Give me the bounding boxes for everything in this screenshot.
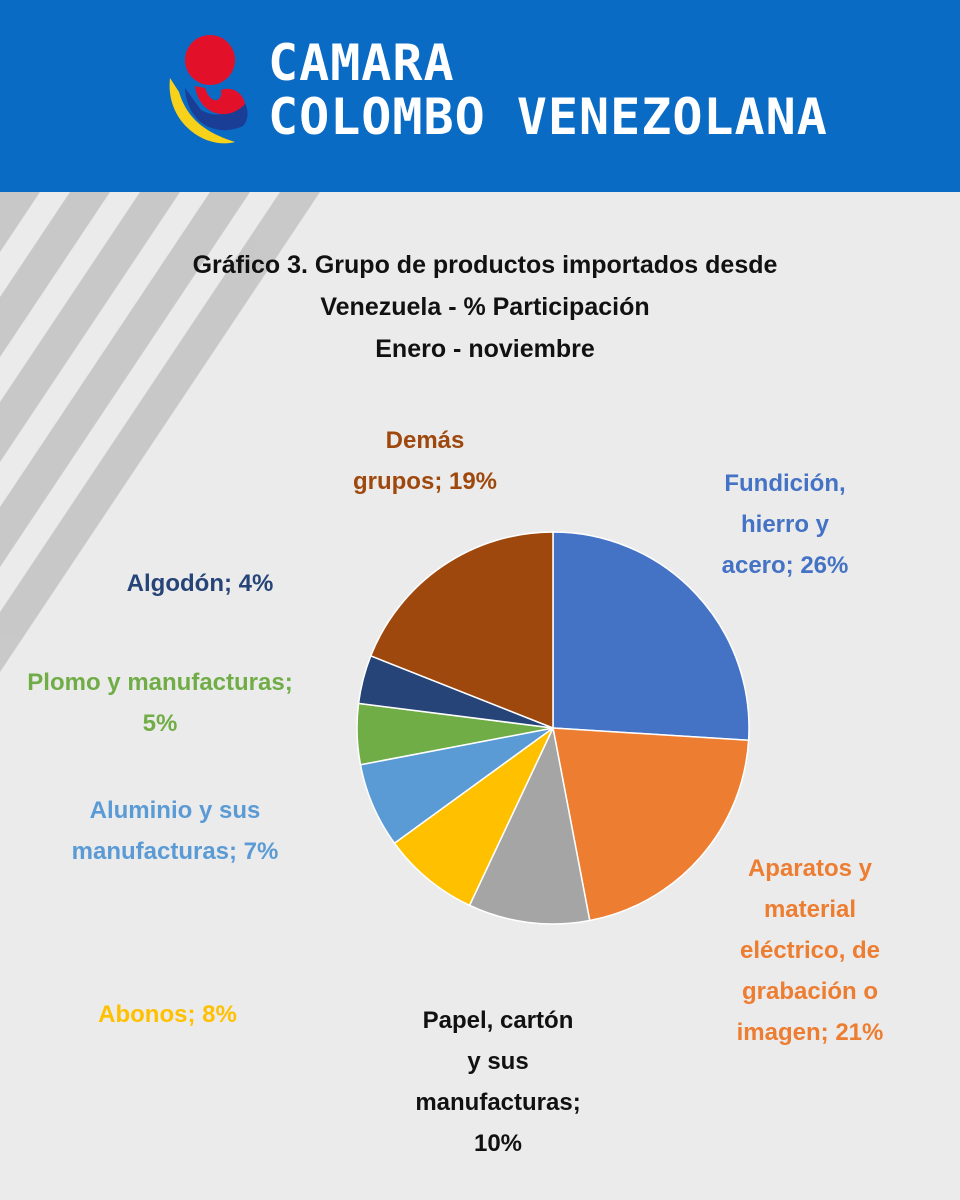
chamber-logo-icon xyxy=(169,35,248,144)
data-label-line: grupos; 19% xyxy=(352,468,498,495)
data-label-line: Aparatos y xyxy=(747,855,873,882)
data-label-line: grabación o xyxy=(741,978,879,1005)
data-label-line: Algodón; 4% xyxy=(126,570,274,597)
label-abonos: Abonos; 8% xyxy=(60,994,275,1035)
data-label-line: Papel, cartón xyxy=(422,1007,574,1034)
pie-slice-2 xyxy=(468,725,591,925)
brand-header: CAMARA COLOMBO VENEZOLANA xyxy=(0,0,960,192)
pie-slice-3 xyxy=(393,727,554,907)
data-label-line: Aluminio y sus xyxy=(89,797,261,824)
data-label-line: eléctrico, de xyxy=(739,937,881,964)
data-label-line: Abonos; 8% xyxy=(98,1001,237,1028)
chart-title-line-1: Gráfico 3. Grupo de productos importados… xyxy=(192,251,778,279)
label-aparatos: Aparatos y material eléctrico, de grabación… xyxy=(700,848,920,1053)
data-label-line: Fundición, xyxy=(724,470,846,497)
background-stripes xyxy=(0,192,320,672)
data-label-line: hierro y xyxy=(740,511,830,538)
data-label-line: 10% xyxy=(473,1130,523,1157)
pie-slice-0 xyxy=(552,531,750,742)
pie-slice-1 xyxy=(552,727,750,922)
brand-name: CAMARA COLOMBO VENEZOLANA xyxy=(268,36,828,144)
chart-title: Gráfico 3. Grupo de productos importados… xyxy=(80,244,890,370)
data-label-line: Plomo y manufacturas; xyxy=(27,669,293,696)
brand-line-1: CAMARA xyxy=(268,34,455,92)
data-label-line: manufacturas; xyxy=(415,1089,581,1116)
chart-title-line-3: Enero - noviembre xyxy=(375,335,595,363)
label-fundicion: Fundición, hierro y acero; 26% xyxy=(690,463,880,586)
chart-title-line-2: Venezuela - % Participación xyxy=(320,293,650,321)
data-label-line: imagen; 21% xyxy=(736,1019,884,1046)
data-label-line: Demás xyxy=(385,427,465,454)
data-label-line: y sus xyxy=(467,1048,529,1075)
label-aluminio: Aluminio y sus manufacturas; 7% xyxy=(40,790,310,872)
pie-slice-7 xyxy=(369,531,554,730)
label-plomo: Plomo y manufacturas; 5% xyxy=(0,662,320,744)
label-papel: Papel, cartón y sus manufacturas; 10% xyxy=(380,1000,616,1164)
data-label-line: manufacturas; 7% xyxy=(71,838,279,865)
data-label-line: acero; 26% xyxy=(721,552,849,579)
data-label-line: material xyxy=(763,896,857,923)
label-demas: Demás grupos; 19% xyxy=(300,420,550,502)
label-algodon: Algodón; 4% xyxy=(80,563,320,604)
brand-line-2: COLOMBO VENEZOLANA xyxy=(268,88,828,146)
data-label-line: 5% xyxy=(142,710,178,737)
